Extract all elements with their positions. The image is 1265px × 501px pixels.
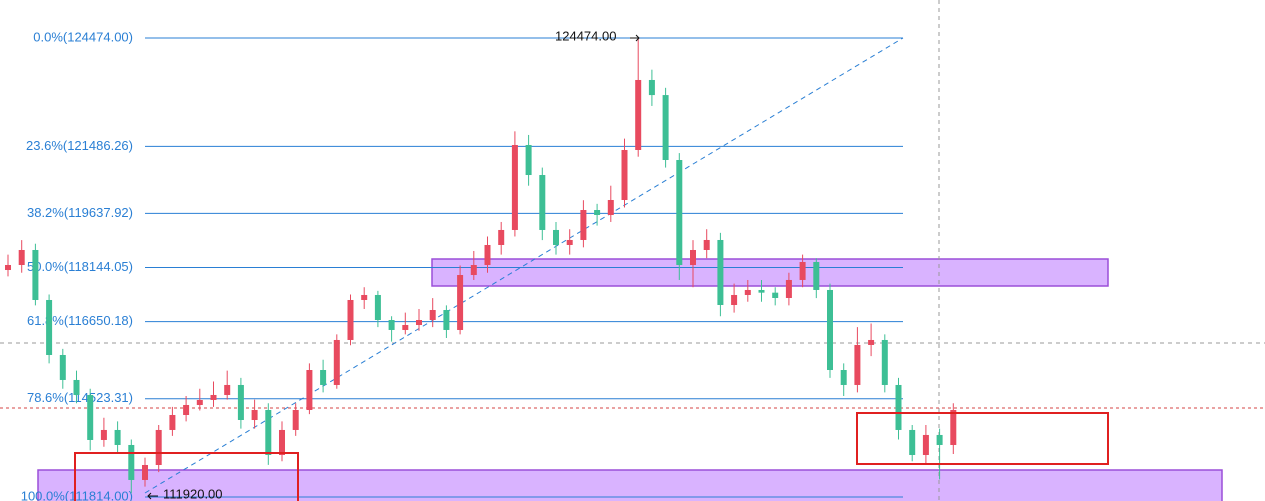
candle-body: [87, 394, 94, 440]
candle-body: [169, 414, 176, 430]
candle-body: [73, 379, 80, 395]
candle-body: [155, 429, 162, 465]
box: [74, 452, 299, 501]
candle-body: [142, 464, 148, 480]
candle-body: [292, 409, 299, 430]
fib-label: 38.2%(119637.92): [27, 205, 133, 220]
candle-body: [662, 95, 669, 161]
arrow: [147, 492, 158, 500]
candle-body: [374, 294, 381, 321]
candle-body: [553, 229, 559, 245]
candle-body: [320, 370, 327, 385]
candle-body: [237, 384, 244, 421]
candle-body: [443, 309, 450, 330]
candle-body: [388, 320, 395, 330]
candle-body: [32, 249, 39, 300]
candle-body: [539, 175, 546, 230]
candle-body: [484, 244, 491, 266]
candles: [5, 37, 957, 494]
candle-body: [827, 289, 833, 371]
candle-body: [566, 239, 573, 245]
box: [856, 412, 1109, 465]
candle-body: [416, 320, 422, 326]
candle-body: [429, 309, 436, 321]
candle-body: [621, 149, 628, 200]
candle-body: [224, 384, 231, 395]
candle-body: [525, 144, 532, 176]
candle-body: [59, 354, 66, 380]
candle-body: [744, 289, 751, 295]
arrow: [630, 34, 640, 42]
candle-body: [868, 339, 875, 345]
candle-body: [635, 79, 642, 150]
candle-body: [936, 434, 943, 445]
candle-body: [731, 294, 738, 305]
candle-body: [18, 249, 25, 266]
candle-body: [854, 344, 861, 385]
candle-body: [114, 429, 121, 445]
candle-body: [895, 384, 902, 430]
fib-trend: [144, 37, 904, 494]
candle-body: [580, 210, 587, 240]
fib-label: 78.6%(114523.31): [27, 390, 133, 405]
candle-body: [813, 261, 820, 290]
candle-body: [333, 339, 340, 385]
candle-body: [594, 210, 601, 216]
high-label: 124474.00: [555, 28, 616, 43]
candle-body: [690, 249, 696, 266]
candle-body: [909, 429, 916, 455]
candle-body: [607, 199, 614, 216]
candle-body: [46, 299, 53, 355]
candle-body: [196, 399, 203, 405]
fib-label: 61.8%(116650.18): [27, 313, 133, 328]
candle-body: [758, 289, 765, 293]
zone: [37, 469, 1223, 501]
candle-body: [128, 444, 135, 480]
candle-body: [361, 294, 368, 300]
candle-body: [950, 409, 957, 445]
candle-body: [772, 292, 779, 298]
candle-body: [251, 409, 258, 421]
candle-body: [347, 299, 354, 340]
candle-body: [279, 429, 285, 455]
fib-label: 23.6%(121486.26): [26, 138, 133, 153]
candle-body: [717, 239, 724, 305]
fib-label: 0.0%(124474.00): [33, 29, 133, 44]
candle-body: [511, 144, 518, 230]
candle-body: [840, 370, 847, 385]
fib-label: 50.0%(118144.05): [27, 259, 133, 274]
candle-body: [402, 325, 409, 330]
candle-body: [470, 265, 477, 276]
candle-body: [265, 409, 272, 455]
zone: [431, 258, 1109, 287]
candle-body: [676, 160, 683, 266]
fib-group: 0.0%(124474.00) 23.6%(121486.26) 38.2%(119…: [21, 29, 903, 501]
candle-body: [881, 339, 888, 385]
candle-body: [306, 370, 313, 410]
candle-body: [5, 265, 11, 271]
candle-body: [648, 79, 655, 96]
low-label: 111920.00: [163, 486, 223, 501]
candle-body: [457, 275, 464, 330]
candle-body: [799, 261, 806, 280]
candle-body: [785, 279, 792, 298]
candle-body: [183, 404, 190, 415]
candle-body: [703, 239, 710, 250]
candle-body: [498, 229, 505, 245]
candle-body: [922, 434, 929, 455]
fib-label: 100.0%(111814.00): [21, 488, 133, 501]
candle-body: [100, 429, 107, 440]
candle-body: [210, 394, 217, 400]
